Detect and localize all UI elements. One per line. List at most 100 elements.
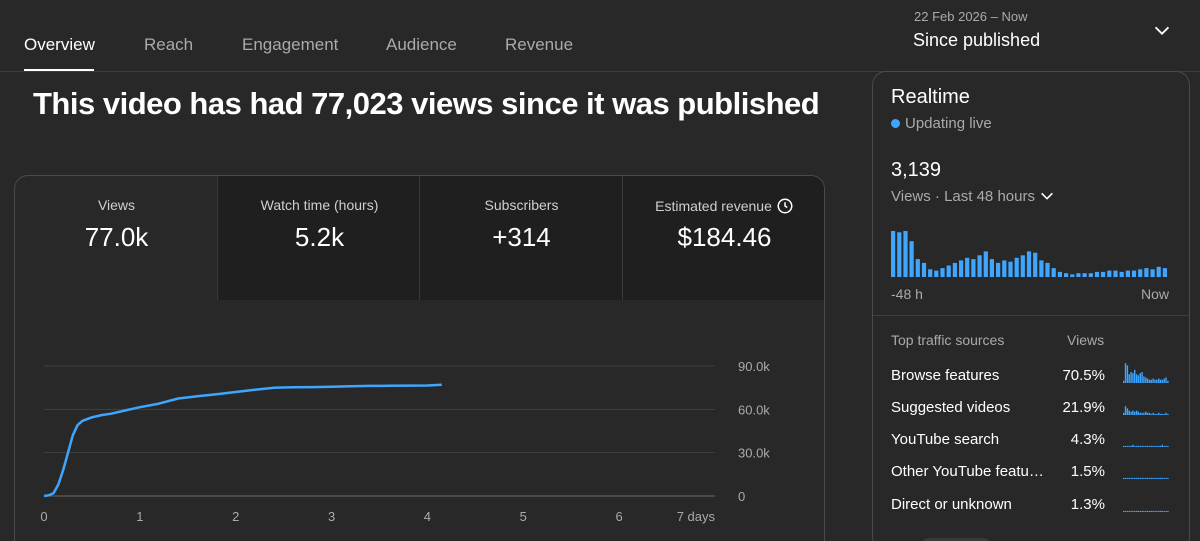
sparkline-bar	[1126, 365, 1129, 383]
sparkline-bar	[1143, 477, 1145, 479]
tab-overview[interactable]: Overview	[24, 35, 95, 54]
traffic-views-header: Views	[1067, 332, 1105, 348]
realtime-bar	[1070, 274, 1075, 277]
x-tick-label: 0	[40, 509, 47, 524]
sparkline-bar	[1154, 477, 1156, 479]
realtime-bar	[1026, 251, 1032, 277]
sparkline-bar	[1165, 445, 1167, 447]
sparkline-bar	[1158, 445, 1160, 447]
y-tick-label: 0	[738, 489, 745, 504]
traffic-source-sparkline	[1123, 406, 1169, 415]
traffic-source-row[interactable]: YouTube search 4.3%	[873, 431, 1189, 461]
tab-revenue[interactable]: Revenue	[505, 35, 574, 54]
sparkline-bar	[1150, 477, 1152, 479]
sparkline-bar	[1123, 477, 1125, 479]
x-tick-label: 5	[520, 509, 527, 524]
sparkline-bar	[1158, 412, 1160, 415]
sparkline-bar	[1139, 510, 1141, 512]
sparkline-bar	[1128, 445, 1130, 447]
sparkline-bar	[1141, 372, 1143, 383]
sparkline-bar	[1135, 510, 1138, 512]
realtime-bar	[934, 270, 939, 277]
sparkline-bar	[1143, 412, 1145, 415]
sparkline-bar	[1141, 445, 1143, 447]
sparkline-bar	[1139, 412, 1141, 415]
traffic-source-name: Direct or unknown	[891, 496, 1012, 513]
active-tab-indicator	[24, 69, 94, 72]
realtime-status: Updating live	[891, 115, 992, 132]
realtime-status-text: Updating live	[905, 115, 992, 132]
realtime-bar	[940, 268, 945, 277]
sparkline-bar	[1135, 445, 1138, 447]
traffic-source-row[interactable]: Other YouTube features 1.5%	[873, 463, 1189, 493]
views-series-line	[43, 383, 442, 498]
sparkline-bar	[1165, 510, 1167, 512]
sparkline-bar	[1134, 369, 1136, 383]
tab-reach[interactable]: Reach	[144, 35, 194, 54]
sparkline-bar	[1130, 477, 1132, 479]
sparkline-bar	[1141, 510, 1143, 512]
sparkline-bar	[1165, 412, 1167, 415]
sparkline-bar	[1137, 411, 1140, 415]
sparkline-bar	[1123, 380, 1125, 383]
see-more-button[interactable]	[921, 538, 991, 541]
realtime-period-label: Views · Last 48 hours	[891, 188, 1035, 205]
traffic-source-percent: 70.5%	[1062, 367, 1105, 384]
date-range-selector[interactable]: 22 Feb 2026 – Now Since published	[895, 0, 1200, 72]
tab-audience[interactable]: Audience	[386, 35, 457, 54]
realtime-bar	[1002, 260, 1007, 277]
realtime-bar-chart	[891, 231, 1167, 277]
realtime-panel: Realtime Updating live 3,139 Views · Las…	[872, 71, 1190, 541]
realtime-bar	[1150, 269, 1155, 277]
sparkline-bar	[1156, 510, 1158, 512]
x-tick-label: 6	[616, 509, 623, 524]
sparkline-bar	[1163, 477, 1165, 479]
realtime-bar	[996, 262, 1001, 277]
sparkline-bar	[1130, 510, 1132, 512]
x-tick-label: 4	[424, 509, 431, 524]
traffic-source-row[interactable]: Direct or unknown 1.3%	[873, 496, 1189, 526]
sparkline-bar	[1156, 477, 1158, 479]
sparkline-bar	[1158, 378, 1160, 383]
sparkline-bar	[1139, 373, 1141, 383]
realtime-bar	[928, 269, 933, 277]
sparkline-bar	[1148, 445, 1151, 447]
sparkline-bar	[1137, 445, 1140, 447]
sparkline-bar	[1154, 510, 1156, 512]
sparkline-bar	[1134, 510, 1136, 512]
traffic-source-row[interactable]: Browse features 70.5%	[873, 363, 1189, 397]
chevron-down-icon[interactable]	[1039, 188, 1055, 204]
realtime-bar	[903, 231, 908, 277]
realtime-period-selector[interactable]: Views · Last 48 hours	[891, 188, 1055, 205]
chevron-down-icon[interactable]	[1151, 20, 1173, 42]
metric-subscribers[interactable]: Subscribers +314	[420, 176, 623, 300]
sparkline-bar	[1152, 378, 1154, 383]
sparkline-bar	[1143, 510, 1145, 512]
sparkline-bar	[1167, 510, 1169, 512]
sparkline-bar	[1146, 477, 1149, 479]
sparkline-bar	[1145, 510, 1147, 512]
sparkline-bar	[1154, 379, 1156, 383]
realtime-bar	[1082, 273, 1087, 277]
x-tick-label: 3	[328, 509, 335, 524]
traffic-source-row[interactable]: Suggested videos 21.9%	[873, 399, 1189, 429]
metric-views[interactable]: Views 77.0k	[15, 176, 218, 300]
tab-engagement[interactable]: Engagement	[242, 35, 339, 54]
realtime-bar	[915, 259, 920, 277]
date-range-text: 22 Feb 2026 – Now	[914, 9, 1028, 24]
sparkline-bar	[1128, 510, 1130, 512]
sparkline-bar	[1126, 408, 1129, 415]
traffic-source-percent: 21.9%	[1062, 399, 1105, 416]
sparkline-bar	[1156, 413, 1158, 415]
sparkline-bar	[1159, 413, 1162, 415]
sparkline-bar	[1163, 378, 1165, 383]
sparkline-bar	[1141, 412, 1143, 415]
sparkline-bar	[1154, 413, 1156, 415]
sparkline-bar	[1134, 445, 1136, 447]
sparkline-bar	[1167, 413, 1169, 415]
sparkline-bar	[1159, 379, 1162, 383]
metric-estimated-revenue[interactable]: Estimated revenue $184.46	[623, 176, 824, 300]
sparkline-bar	[1135, 374, 1138, 383]
sparkline-bar	[1156, 379, 1158, 383]
metric-watch-time[interactable]: Watch time (hours) 5.2k	[218, 176, 421, 300]
